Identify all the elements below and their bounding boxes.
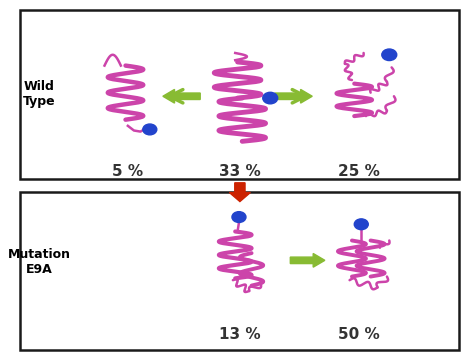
Circle shape [232,212,246,223]
Circle shape [143,124,157,135]
FancyArrow shape [229,183,250,202]
Bar [20,10,459,179]
Text: Mutation
E9A: Mutation E9A [8,248,71,276]
Text: 25 %: 25 % [338,164,380,180]
FancyArrow shape [275,89,312,103]
Text: 33 %: 33 % [219,164,261,180]
Text: 13 %: 13 % [219,327,261,342]
Circle shape [354,219,368,230]
Circle shape [382,49,397,60]
FancyArrow shape [163,89,200,103]
Text: 5 %: 5 % [112,164,144,180]
Text: 50 %: 50 % [338,327,380,342]
Bar [20,192,459,350]
Circle shape [263,92,278,104]
Text: Wild
Type: Wild Type [23,80,55,109]
FancyArrow shape [290,253,325,267]
